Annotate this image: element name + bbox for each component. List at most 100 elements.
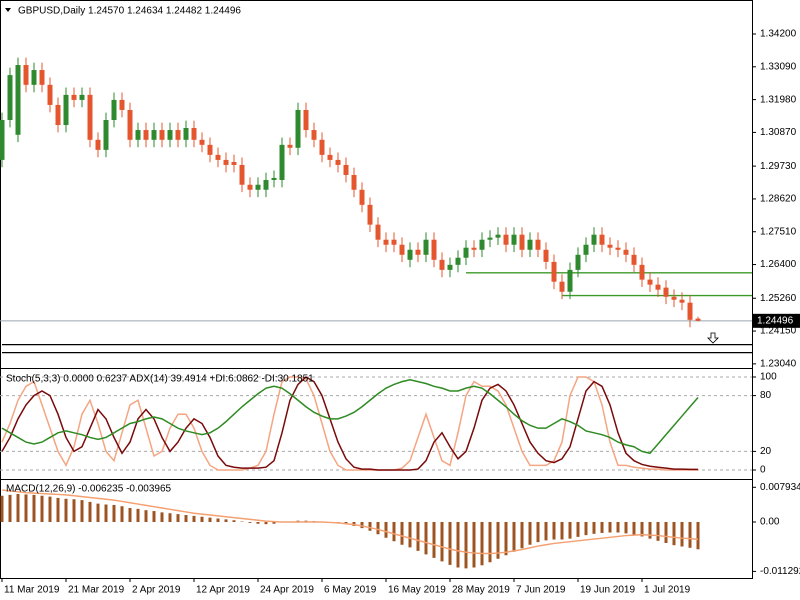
x-tick-label: 11 Mar 2019 [4,585,60,596]
macd-bar [512,522,516,552]
series-line [1,379,699,455]
macd-bar [56,497,60,522]
macd-bar [168,513,172,522]
macd-bar [80,500,84,522]
candle-body [423,239,429,255]
candle-body [215,154,221,160]
macd-bar [216,518,220,522]
candle-body [503,234,509,245]
candle-body [199,139,205,145]
candle-body [487,237,493,240]
candle-body [559,281,565,292]
x-tick-label: 1 Jul 2019 [644,585,691,596]
candle-body [407,249,413,260]
chart-title: GBPUSD,Daily 1.24570 1.24634 1.24482 1.2… [18,6,241,17]
x-tick-label: 21 Mar 2019 [68,585,125,596]
macd-bar [224,519,228,522]
last-price-label: 1.24496 [757,315,794,326]
macd-bar [568,522,572,539]
macd-bar [184,515,188,522]
y-tick-label: 1.26400 [760,259,797,270]
candle-body [191,127,197,140]
candle-body [239,164,245,185]
candle-body [175,130,181,140]
macd-bar [584,522,588,536]
candle-body [375,224,381,240]
macd-bar [176,514,180,522]
candle-body [295,109,301,148]
y-tick-label: -0.011292 [760,566,800,577]
candle-body [607,244,613,248]
candle-body [687,302,693,320]
y-tick-label: 1.30870 [760,127,797,138]
candle-body [159,130,165,140]
macd-bar [408,522,412,548]
macd-bar [536,522,540,543]
x-tick-label: 12 Apr 2019 [196,585,250,596]
candle-body [279,144,285,181]
macd-bar [448,522,452,565]
y-tick-label: 1.28620 [760,194,797,205]
macd-bar [376,522,380,535]
macd-bar [368,522,372,531]
candle-body [623,249,629,255]
macd-bar [608,522,612,533]
x-tick-label: 19 Jun 2019 [580,585,635,596]
candle-body [351,174,357,190]
y-tick-label: 80 [760,390,772,401]
candle-body [303,109,309,131]
macd-bar [528,522,532,545]
candle-body [455,257,461,265]
candle-body [15,65,21,135]
candle-body [247,184,253,190]
macd-bar [600,522,604,533]
macd-bar [88,501,92,522]
last-price-box [753,313,800,328]
candle-body [287,144,293,148]
candle-body [575,254,581,270]
x-tick-label: 7 Jun 2019 [516,585,566,596]
sell-arrow [707,332,719,344]
macd-bar [200,516,204,522]
candle-body [0,120,5,160]
macd-bar [104,504,108,522]
candle-body [167,130,173,140]
macd-bar [496,522,500,559]
macd-bar [544,522,548,541]
macd-bar [0,495,4,522]
candle-body [471,247,477,250]
macd-bar [160,512,164,522]
macd-bar [632,522,636,535]
macd-bar [400,522,404,545]
macd-bar [264,522,268,525]
candle-body [663,287,669,297]
y-tick-label: 20 [760,446,772,457]
macd-bar [48,496,52,522]
candle-body [127,109,133,140]
candle-body [583,244,589,255]
macd-bar [8,494,12,522]
menu-triangle [5,8,11,12]
y-tick-label: 1.27510 [760,226,797,237]
candle-body [591,234,597,245]
y-tick-label: 1.25260 [760,293,797,304]
y-tick-label: 0.007934 [760,482,800,493]
candle-body [103,120,109,150]
macd-bar [24,494,28,522]
candle-body [119,99,125,110]
candle-body [647,279,653,285]
macd-bar [616,522,620,533]
macd-bar [392,522,396,542]
candle-body [383,239,389,245]
macd-bar [64,498,68,522]
candle-body [255,184,261,190]
candle-body [399,244,405,255]
macd-bar [16,494,20,522]
macd-bar [384,522,388,538]
candle-body [695,318,701,321]
macd-bar [624,522,628,534]
macd-bar [688,522,692,548]
candle-body [111,99,117,121]
candle-body [207,144,213,155]
